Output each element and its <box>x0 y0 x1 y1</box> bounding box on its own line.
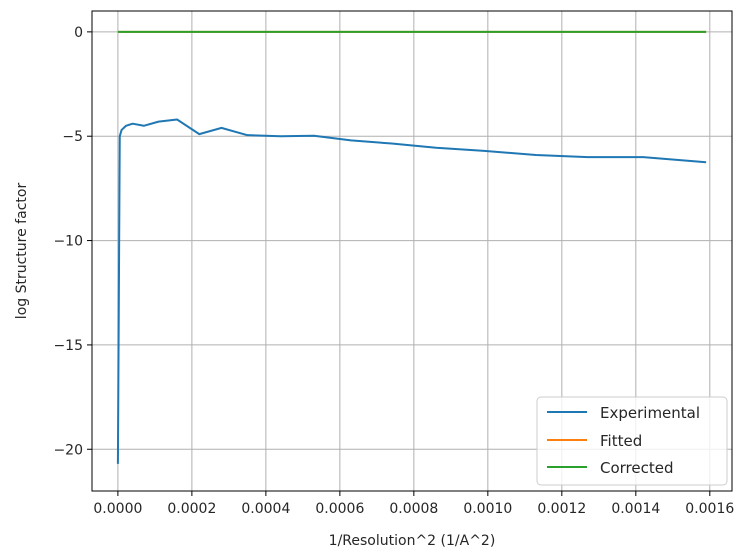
x-tick-label: 0.0016 <box>685 501 734 517</box>
x-tick-label: 0.0002 <box>167 501 216 517</box>
legend-label-fitted: Fitted <box>600 432 642 450</box>
ticks: 0.0000 0.0002 0.0004 0.0006 0.0008 0.0010 0.00… <box>53 25 734 517</box>
y-tick-label: −20 <box>53 442 83 458</box>
legend-label-corrected: Corrected <box>600 459 674 477</box>
x-tick-label: 0.0014 <box>611 501 660 517</box>
legend-label-experimental: Experimental <box>600 404 700 422</box>
y-tick-label: −15 <box>53 338 83 354</box>
x-tick-label: 0.0004 <box>241 501 290 517</box>
x-tick-label: 0.0010 <box>463 501 512 517</box>
series-layer <box>116 30 707 464</box>
y-tick-label: −10 <box>53 234 83 250</box>
y-tick-label: −5 <box>62 129 83 145</box>
y-tick-label: 0 <box>74 25 83 41</box>
axes-frame <box>91 10 733 492</box>
y-axis-label: log Structure factor <box>14 183 30 320</box>
x-tick-label: 0.0008 <box>389 501 438 517</box>
x-axis-label: 1/Resolution^2 (1/A^2) <box>329 533 496 549</box>
series-line-experimental <box>116 118 707 464</box>
x-tick-label: 0.0006 <box>315 501 364 517</box>
legend: Experimental Fitted Corrected <box>536 396 728 486</box>
legend-frame <box>536 396 728 486</box>
x-tick-label: 0.0000 <box>93 501 142 517</box>
x-tick-label: 0.0012 <box>537 501 586 517</box>
